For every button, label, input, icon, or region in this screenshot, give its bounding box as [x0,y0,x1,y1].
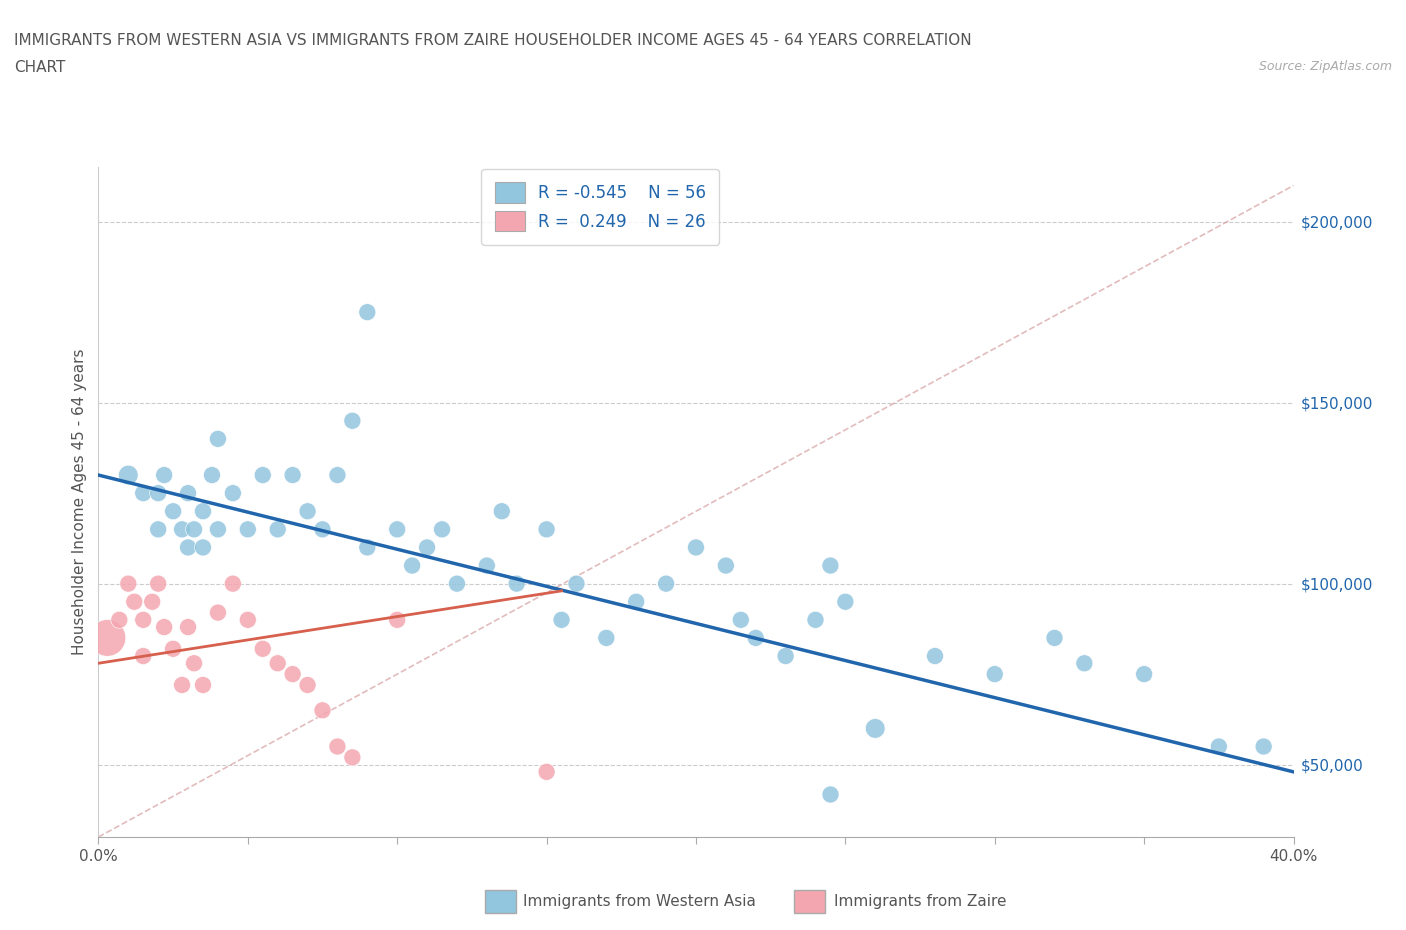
Point [207,522,229,537]
Point [311,703,333,718]
Text: Source: ZipAtlas.com: Source: ZipAtlas.com [1258,60,1392,73]
Point [222,485,245,500]
Point [172,678,194,693]
Point [730,612,752,627]
Point [191,678,214,693]
Point [1208,739,1230,754]
Point [626,594,648,609]
Point [984,667,1007,682]
Point [124,594,146,609]
Point [153,468,176,483]
Point [191,540,214,555]
Point [141,594,163,609]
Point [820,786,842,801]
Point [430,522,453,537]
Text: IMMIGRANTS FROM WESTERN ASIA VS IMMIGRANTS FROM ZAIRE HOUSEHOLDER INCOME AGES 45: IMMIGRANTS FROM WESTERN ASIA VS IMMIGRAN… [14,33,972,47]
Point [446,577,468,591]
Point [252,642,274,657]
Point [685,540,707,555]
Point [1253,739,1275,754]
Point [267,656,290,671]
Text: Immigrants from Zaire: Immigrants from Zaire [834,894,1007,909]
Point [153,619,176,634]
Point [236,612,259,627]
Point [536,522,558,537]
Point [281,667,304,682]
Point [1133,667,1156,682]
Point [356,305,378,320]
Point [550,612,572,627]
Point [222,577,245,591]
Point [177,619,200,634]
Point [834,594,856,609]
Point [297,678,319,693]
Point [356,540,378,555]
Point [865,721,887,736]
Point [132,485,155,500]
Point [342,413,364,428]
Point [267,522,290,537]
Point [536,764,558,779]
Point [207,432,229,446]
Point [595,631,617,645]
Point [1043,631,1066,645]
Point [148,577,170,591]
Point [1073,656,1095,671]
Point [311,522,333,537]
Point [506,577,529,591]
Point [385,522,409,537]
Point [108,612,131,627]
Point [281,468,304,483]
Point [416,540,439,555]
Point [177,540,200,555]
Point [342,750,364,764]
Point [183,656,205,671]
Point [177,485,200,500]
Point [565,577,588,591]
Point [655,577,678,591]
Point [162,504,184,519]
Point [491,504,513,519]
Legend: R = -0.545    N = 56, R =  0.249    N = 26: R = -0.545 N = 56, R = 0.249 N = 26 [481,169,720,245]
Point [924,648,946,663]
Point [132,612,155,627]
Point [745,631,768,645]
Point [297,504,319,519]
Point [475,558,498,573]
Point [117,577,139,591]
Point [148,522,170,537]
Point [401,558,423,573]
Point [207,605,229,620]
Point [326,739,349,754]
Point [714,558,737,573]
Point [252,468,274,483]
Point [117,468,139,483]
Point [236,522,259,537]
Point [183,522,205,537]
Point [172,522,194,537]
Point [191,504,214,519]
Point [132,648,155,663]
Point [162,642,184,657]
Point [148,485,170,500]
Point [96,631,118,645]
Point [804,612,827,627]
Point [775,648,797,663]
Point [326,468,349,483]
Y-axis label: Householder Income Ages 45 - 64 years: Householder Income Ages 45 - 64 years [72,349,87,656]
Text: CHART: CHART [14,60,66,75]
Text: Immigrants from Western Asia: Immigrants from Western Asia [523,894,756,909]
Point [820,558,842,573]
Point [201,468,224,483]
Point [385,612,409,627]
